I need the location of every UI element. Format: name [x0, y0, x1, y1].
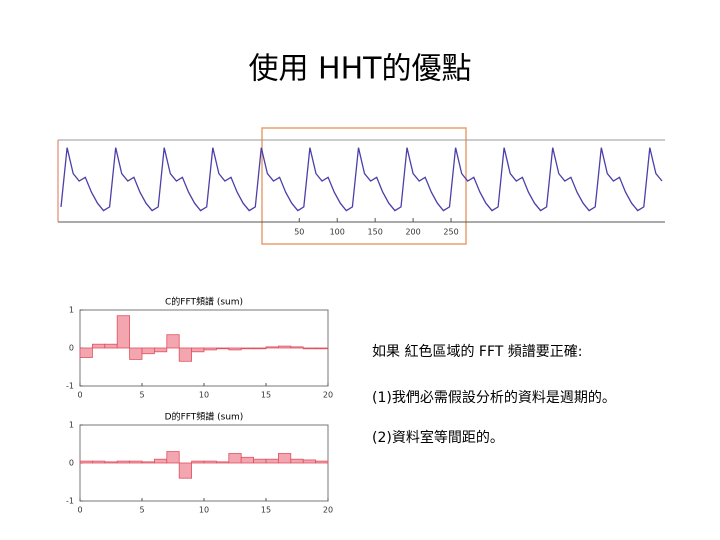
bar — [215, 461, 230, 464]
bar — [116, 315, 130, 349]
bar — [79, 460, 93, 464]
bar — [92, 343, 106, 349]
bar — [104, 461, 118, 464]
bar — [141, 461, 155, 464]
bar — [253, 458, 267, 464]
y-tick-label: 1 — [69, 421, 74, 430]
x-tick-label: 20 — [323, 506, 333, 515]
bar — [253, 347, 267, 350]
bar — [228, 347, 242, 351]
chart-title: D的FFT頻譜 (sum) — [165, 411, 244, 423]
bar — [203, 347, 217, 351]
x-tick-label: 5 — [139, 506, 144, 515]
bar — [191, 460, 205, 464]
chart-title: C的FFT頻譜 (sum) — [165, 296, 243, 308]
slide-title: 使用 HHT的優點 — [249, 52, 472, 87]
bar — [240, 347, 254, 350]
bar — [265, 458, 279, 464]
bar — [215, 347, 230, 350]
x-tick-label: 20 — [323, 391, 333, 400]
bar — [153, 347, 168, 353]
x-tick-label: 50 — [294, 228, 304, 237]
bar — [129, 347, 143, 360]
note: 如果 紅色區域的 FFT 頻譜要正確: — [372, 343, 582, 360]
bar — [153, 458, 168, 464]
bar — [277, 345, 292, 349]
bar — [166, 451, 180, 464]
y-tick-label: 0 — [69, 459, 74, 468]
bar — [290, 346, 304, 349]
x-tick-label: 0 — [77, 506, 82, 515]
bar — [315, 460, 329, 464]
bar — [277, 453, 292, 464]
x-tick-label: 5 — [139, 391, 144, 400]
x-tick-label: 10 — [199, 506, 209, 515]
bar — [129, 460, 143, 464]
x-tick-label: 15 — [261, 506, 271, 515]
bar — [116, 460, 130, 464]
bar — [141, 347, 155, 355]
bar — [315, 347, 329, 350]
bar — [265, 346, 279, 349]
y-tick-label: 0 — [69, 344, 74, 353]
bar — [104, 343, 118, 349]
y-tick-label: 1 — [69, 306, 74, 315]
note: (1)我們必需假設分析的資料是週期的。 — [372, 390, 616, 406]
x-tick-label: 15 — [261, 391, 271, 400]
x-tick-label: 0 — [77, 391, 82, 400]
highlight-box — [261, 127, 467, 245]
bar — [290, 458, 304, 464]
bar — [178, 462, 192, 479]
bar — [302, 347, 317, 350]
bar — [191, 347, 205, 353]
bar — [166, 334, 180, 349]
x-tick-label: 250 — [443, 228, 458, 237]
bar — [203, 460, 217, 464]
y-tick-label: -1 — [66, 497, 74, 506]
bar — [228, 453, 242, 464]
bar — [240, 456, 254, 464]
y-tick-label: -1 — [66, 382, 74, 391]
bar — [178, 347, 192, 362]
bar — [92, 460, 106, 464]
bar — [79, 347, 93, 358]
x-tick-label: 100 — [330, 228, 345, 237]
x-tick-label: 150 — [368, 228, 383, 237]
x-tick-label: 200 — [405, 228, 420, 237]
note: (2)資料室等間距的。 — [372, 429, 504, 446]
x-tick-label: 10 — [199, 391, 209, 400]
signal-line — [60, 147, 663, 212]
bar — [302, 459, 317, 464]
